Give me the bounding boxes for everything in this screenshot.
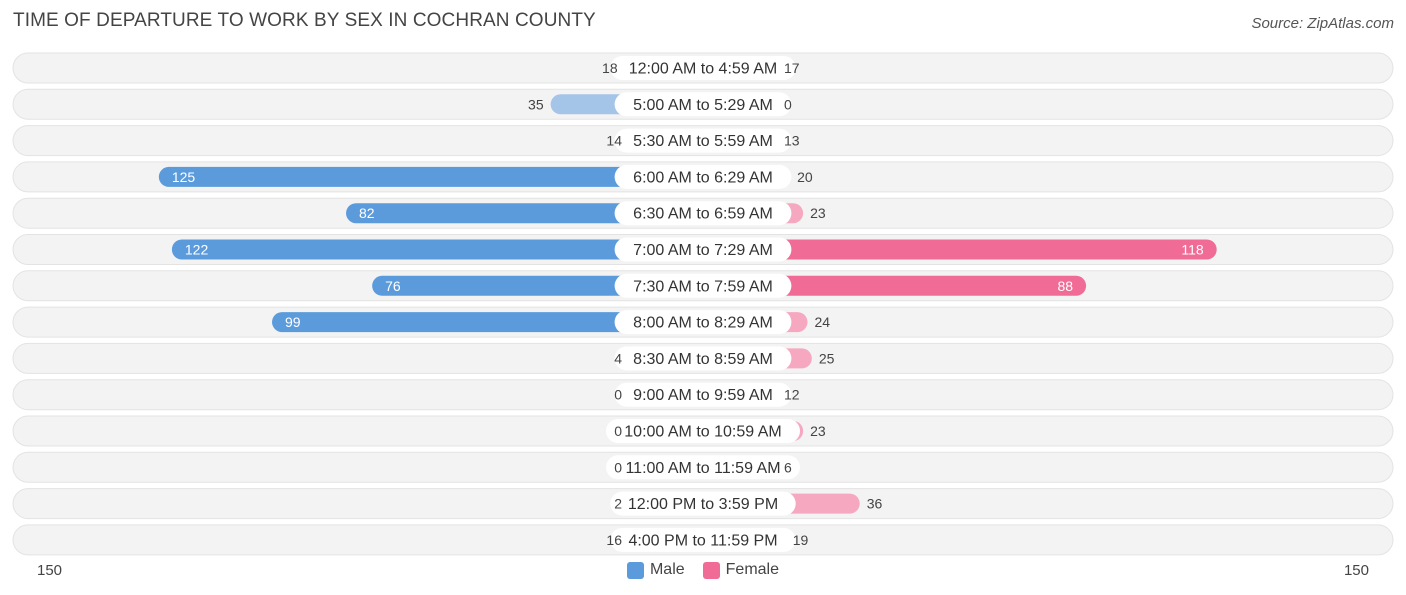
chart-row: 5:00 AM to 5:29 AM 35 0 [12,88,1394,120]
value-label-female: 23 [810,205,826,221]
bar-male [346,203,703,224]
value-label-female: 118 [1181,242,1204,258]
category-label-pill [614,382,792,407]
category-label: 9:00 AM to 9:59 AM [633,387,773,404]
axis-right-max-label: 150 [1343,562,1369,579]
value-label-male: 0 [614,459,622,475]
legend-swatch-female [702,561,720,579]
category-label: 6:30 AM to 6:59 AM [633,206,773,223]
category-label-pill [614,92,792,117]
value-label-male: 76 [385,278,401,294]
category-label: 12:00 PM to 3:59 PM [628,496,778,513]
value-label-male: 4 [614,350,622,366]
axis-left-max-label: 150 [37,562,63,579]
chart-row: 6:30 AM to 6:59 AM 82 23 [12,197,1394,229]
chart-row: 5:30 AM to 5:59 AM 14 13 [12,125,1394,157]
value-label-female: 36 [867,496,883,512]
category-label: 7:00 AM to 7:29 AM [633,242,773,259]
value-label-female: 0 [784,96,792,112]
legend-label-female: Female [725,561,780,578]
category-label-pill [614,273,792,298]
bar-female [703,239,1217,260]
category-label: 10:00 AM to 10:59 AM [624,424,781,441]
value-label-male: 0 [614,387,622,403]
value-label-female: 13 [784,133,800,149]
category-label-pill [614,346,792,371]
bar-male [272,312,703,333]
bar-male [158,166,704,187]
category-label-pill [614,310,792,335]
bar-female [703,275,1087,296]
category-label: 11:00 AM to 11:59 AM [625,460,780,477]
value-label-female: 12 [784,387,800,403]
chart-row: 6:00 AM to 6:29 AM 125 20 [12,161,1394,193]
chart-title: TIME OF DEPARTURE TO WORK BY SEX IN COCH… [13,10,596,31]
value-label-male: 18 [602,60,618,76]
category-label-pill [606,455,800,480]
chart-row: 12:00 AM to 4:59 AM 18 17 [12,52,1394,84]
value-label-female: 25 [819,350,835,366]
category-label: 4:00 PM to 11:59 PM [628,532,777,549]
value-label-female: 20 [797,169,813,185]
category-label-pill [610,527,796,552]
legend-swatch-male [626,561,644,579]
chart-row: 7:30 AM to 7:59 AM 76 88 [12,270,1394,302]
value-label-female: 19 [793,532,809,548]
value-label-female: 17 [784,60,800,76]
legend-item-male: Male [626,561,685,579]
category-label: 8:30 AM to 8:59 AM [633,351,773,368]
category-label-pill [610,491,796,516]
chart-row: 4:00 PM to 11:59 PM 16 19 [12,524,1394,556]
category-label: 7:30 AM to 7:59 AM [633,278,773,295]
bar-male [171,239,704,260]
value-label-female: 88 [1058,278,1074,294]
value-label-male: 122 [185,242,209,258]
value-label-male: 125 [172,169,196,185]
chart-row: 12:00 PM to 3:59 PM 2 36 [12,488,1394,520]
chart-row: 9:00 AM to 9:59 AM 0 12 [12,379,1394,411]
value-label-male: 35 [528,96,544,112]
category-label-pill [614,164,792,189]
source-label: Source: ZipAtlas.com [1251,15,1394,32]
category-label: 5:30 AM to 5:59 AM [633,133,773,150]
legend-item-female: Female [702,561,780,579]
value-label-female: 24 [814,314,830,330]
category-label-pill [614,201,792,226]
value-label-male: 99 [285,314,301,330]
legend-label-male: Male [649,561,685,578]
category-label-pill [606,419,800,443]
category-label: 12:00 AM to 4:59 AM [629,61,778,78]
value-label-female: 6 [784,459,792,475]
chart-row: 8:30 AM to 8:59 AM 4 25 [12,342,1394,374]
chart-row: 8:00 AM to 8:29 AM 99 24 [12,306,1394,338]
value-label-male: 14 [606,133,622,149]
chart-row: 7:00 AM to 7:29 AM 122 118 [12,234,1394,265]
category-label: 5:00 AM to 5:29 AM [633,97,773,114]
legend: Male Female [0,561,1406,579]
value-label-male: 16 [606,532,622,548]
category-label-pill [614,237,792,262]
chart-row: 10:00 AM to 10:59 AM0 23 [12,415,1394,447]
category-label: 6:00 AM to 6:29 AM [633,169,773,186]
value-label-female: 23 [810,423,826,439]
value-label-male: 0 [614,423,622,439]
value-label-male: 82 [359,205,375,221]
category-label-pill [614,128,792,153]
category-label: 8:00 AM to 8:29 AM [633,315,773,332]
chart-row: 11:00 AM to 11:59 AM0 6 [12,451,1394,483]
category-label-pill [610,56,796,80]
value-label-male: 2 [614,496,622,512]
